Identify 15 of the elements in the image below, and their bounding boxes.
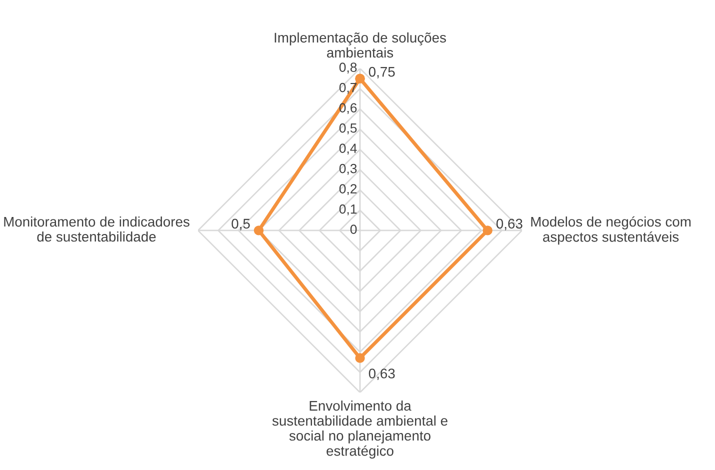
y-tick-label: 0,4: [339, 144, 357, 155]
spoke-label: Implementação de soluções ambientais: [274, 32, 446, 58]
spoke-label: Monitoramento de indicadores de sustentabilidade: [4, 216, 190, 242]
y-tick-label: 0,3: [339, 164, 357, 175]
y-tick-label: 0: [350, 224, 357, 234]
data-label: 0,75: [368, 66, 395, 78]
data-label: 0,63: [368, 368, 395, 380]
y-tick-label: 0,5: [339, 123, 357, 134]
y-tick-label: 0,2: [339, 184, 357, 196]
data-label: 0,63: [496, 218, 522, 230]
spoke-label: Envolvimento da sustentabilidade ambiental e social no planejamento estratégico: [272, 400, 448, 459]
data-label: 0,5: [232, 218, 250, 230]
y-tick-label: 0,8: [339, 62, 357, 74]
y-tick-label: 0,1: [339, 204, 357, 216]
spoke-label: Modelos de negócios com aspectos sustentáveis: [531, 216, 691, 245]
